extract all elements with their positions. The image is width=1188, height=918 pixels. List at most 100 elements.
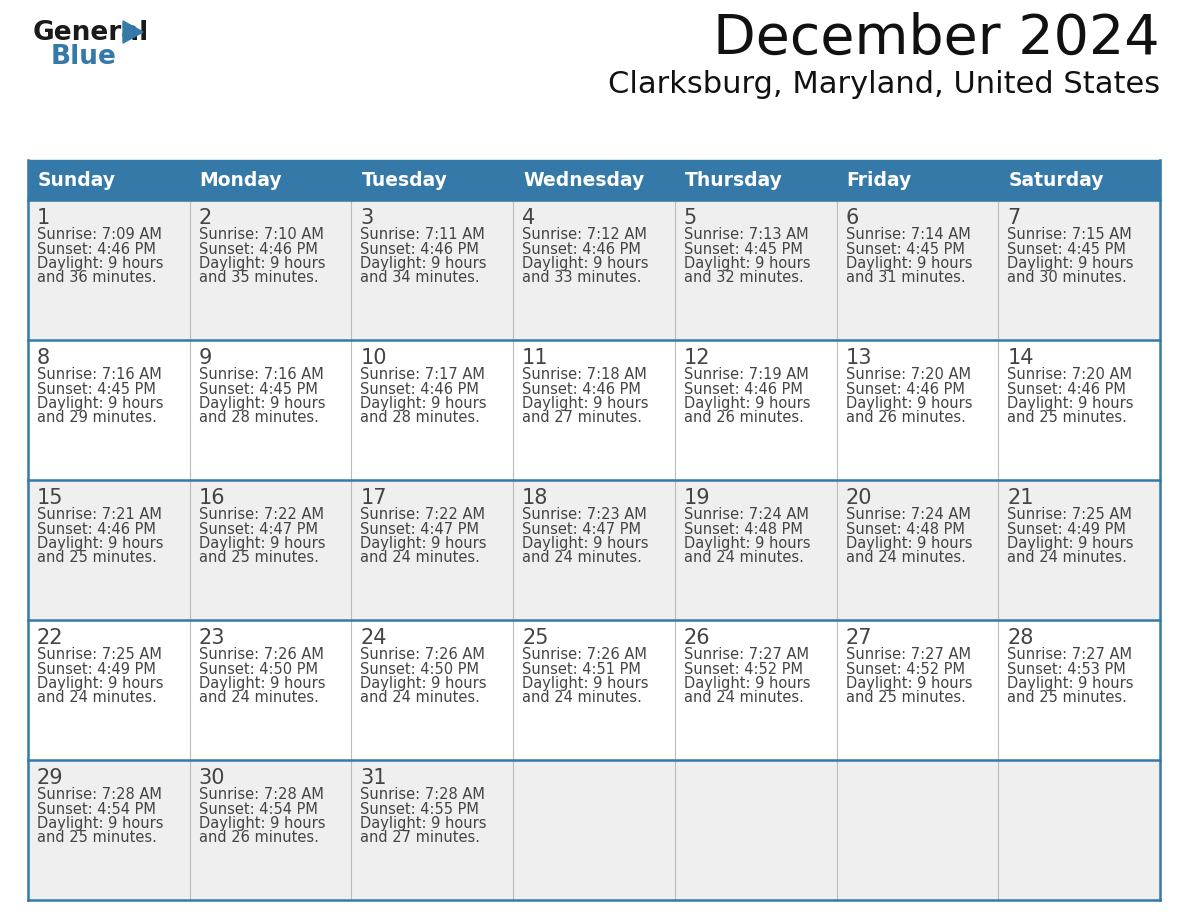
Text: Sunset: 4:50 PM: Sunset: 4:50 PM bbox=[360, 662, 480, 677]
Text: Daylight: 9 hours: Daylight: 9 hours bbox=[523, 676, 649, 691]
Text: Sunrise: 7:17 AM: Sunrise: 7:17 AM bbox=[360, 367, 486, 382]
Text: and 28 minutes.: and 28 minutes. bbox=[360, 410, 480, 426]
Text: Sunrise: 7:16 AM: Sunrise: 7:16 AM bbox=[37, 367, 162, 382]
Text: Sunset: 4:45 PM: Sunset: 4:45 PM bbox=[846, 241, 965, 256]
Text: and 25 minutes.: and 25 minutes. bbox=[1007, 690, 1127, 706]
Text: Sunset: 4:46 PM: Sunset: 4:46 PM bbox=[1007, 382, 1126, 397]
Text: Daylight: 9 hours: Daylight: 9 hours bbox=[360, 396, 487, 411]
Text: Daylight: 9 hours: Daylight: 9 hours bbox=[1007, 676, 1133, 691]
Text: Sunset: 4:46 PM: Sunset: 4:46 PM bbox=[198, 241, 317, 256]
Text: Sunrise: 7:09 AM: Sunrise: 7:09 AM bbox=[37, 227, 162, 242]
Text: Sunrise: 7:13 AM: Sunrise: 7:13 AM bbox=[684, 227, 809, 242]
Text: Sunset: 4:54 PM: Sunset: 4:54 PM bbox=[37, 801, 156, 816]
Text: Sunset: 4:46 PM: Sunset: 4:46 PM bbox=[37, 521, 156, 536]
Text: Sunset: 4:46 PM: Sunset: 4:46 PM bbox=[523, 241, 642, 256]
Text: and 26 minutes.: and 26 minutes. bbox=[846, 410, 966, 426]
Text: Daylight: 9 hours: Daylight: 9 hours bbox=[37, 396, 164, 411]
Text: Sunset: 4:52 PM: Sunset: 4:52 PM bbox=[684, 662, 803, 677]
Text: Sunset: 4:47 PM: Sunset: 4:47 PM bbox=[198, 521, 317, 536]
Text: Daylight: 9 hours: Daylight: 9 hours bbox=[523, 256, 649, 271]
Text: Sunrise: 7:26 AM: Sunrise: 7:26 AM bbox=[523, 647, 647, 662]
Text: Sunrise: 7:15 AM: Sunrise: 7:15 AM bbox=[1007, 227, 1132, 242]
Text: and 25 minutes.: and 25 minutes. bbox=[198, 551, 318, 565]
Text: Sunrise: 7:25 AM: Sunrise: 7:25 AM bbox=[37, 647, 162, 662]
Text: Sunrise: 7:16 AM: Sunrise: 7:16 AM bbox=[198, 367, 323, 382]
Text: Daylight: 9 hours: Daylight: 9 hours bbox=[360, 536, 487, 551]
Text: and 26 minutes.: and 26 minutes. bbox=[198, 831, 318, 845]
Text: 29: 29 bbox=[37, 768, 64, 788]
Text: and 24 minutes.: and 24 minutes. bbox=[846, 551, 966, 565]
Text: and 25 minutes.: and 25 minutes. bbox=[1007, 410, 1127, 426]
Text: 28: 28 bbox=[1007, 628, 1034, 648]
Text: Sunrise: 7:27 AM: Sunrise: 7:27 AM bbox=[684, 647, 809, 662]
Text: 2: 2 bbox=[198, 208, 211, 228]
Text: 23: 23 bbox=[198, 628, 226, 648]
Text: and 24 minutes.: and 24 minutes. bbox=[360, 551, 480, 565]
Text: 1: 1 bbox=[37, 208, 50, 228]
Text: Sunrise: 7:25 AM: Sunrise: 7:25 AM bbox=[1007, 507, 1132, 522]
Text: Wednesday: Wednesday bbox=[523, 171, 644, 189]
Text: and 24 minutes.: and 24 minutes. bbox=[523, 551, 642, 565]
Text: 27: 27 bbox=[846, 628, 872, 648]
Text: and 33 minutes.: and 33 minutes. bbox=[523, 271, 642, 285]
Text: and 34 minutes.: and 34 minutes. bbox=[360, 271, 480, 285]
Text: Sunset: 4:54 PM: Sunset: 4:54 PM bbox=[198, 801, 317, 816]
Text: 12: 12 bbox=[684, 348, 710, 368]
Text: Daylight: 9 hours: Daylight: 9 hours bbox=[846, 396, 972, 411]
Text: and 24 minutes.: and 24 minutes. bbox=[684, 690, 804, 706]
Text: 17: 17 bbox=[360, 488, 387, 508]
Text: Sunset: 4:50 PM: Sunset: 4:50 PM bbox=[198, 662, 317, 677]
Text: 22: 22 bbox=[37, 628, 63, 648]
Text: Daylight: 9 hours: Daylight: 9 hours bbox=[37, 256, 164, 271]
Text: and 24 minutes.: and 24 minutes. bbox=[1007, 551, 1127, 565]
Text: Sunset: 4:47 PM: Sunset: 4:47 PM bbox=[360, 521, 480, 536]
Text: Sunset: 4:46 PM: Sunset: 4:46 PM bbox=[37, 241, 156, 256]
Text: Sunrise: 7:19 AM: Sunrise: 7:19 AM bbox=[684, 367, 809, 382]
Bar bbox=[29, 620, 1159, 760]
Bar bbox=[29, 340, 1159, 480]
Text: Daylight: 9 hours: Daylight: 9 hours bbox=[198, 256, 326, 271]
Text: Daylight: 9 hours: Daylight: 9 hours bbox=[684, 676, 810, 691]
Text: Sunset: 4:52 PM: Sunset: 4:52 PM bbox=[846, 662, 965, 677]
Text: 21: 21 bbox=[1007, 488, 1034, 508]
Text: 6: 6 bbox=[846, 208, 859, 228]
Text: Daylight: 9 hours: Daylight: 9 hours bbox=[1007, 256, 1133, 271]
Text: Daylight: 9 hours: Daylight: 9 hours bbox=[684, 396, 810, 411]
Text: and 30 minutes.: and 30 minutes. bbox=[1007, 271, 1127, 285]
Text: and 24 minutes.: and 24 minutes. bbox=[37, 690, 157, 706]
Text: Daylight: 9 hours: Daylight: 9 hours bbox=[684, 536, 810, 551]
Text: Sunrise: 7:20 AM: Sunrise: 7:20 AM bbox=[846, 367, 971, 382]
Text: Sunrise: 7:27 AM: Sunrise: 7:27 AM bbox=[846, 647, 971, 662]
Text: December 2024: December 2024 bbox=[713, 12, 1159, 66]
Text: Sunset: 4:48 PM: Sunset: 4:48 PM bbox=[846, 521, 965, 536]
Text: Sunset: 4:47 PM: Sunset: 4:47 PM bbox=[523, 521, 642, 536]
Text: 30: 30 bbox=[198, 768, 226, 788]
Text: Sunset: 4:49 PM: Sunset: 4:49 PM bbox=[37, 662, 156, 677]
Text: 31: 31 bbox=[360, 768, 387, 788]
Text: Sunrise: 7:28 AM: Sunrise: 7:28 AM bbox=[198, 787, 323, 802]
Text: Sunrise: 7:11 AM: Sunrise: 7:11 AM bbox=[360, 227, 485, 242]
Text: and 24 minutes.: and 24 minutes. bbox=[198, 690, 318, 706]
Text: Sunrise: 7:26 AM: Sunrise: 7:26 AM bbox=[360, 647, 486, 662]
Text: 15: 15 bbox=[37, 488, 63, 508]
Text: Sunrise: 7:18 AM: Sunrise: 7:18 AM bbox=[523, 367, 647, 382]
Text: Sunset: 4:45 PM: Sunset: 4:45 PM bbox=[1007, 241, 1126, 256]
Text: Daylight: 9 hours: Daylight: 9 hours bbox=[198, 396, 326, 411]
Bar bbox=[29, 480, 1159, 620]
Text: Sunrise: 7:27 AM: Sunrise: 7:27 AM bbox=[1007, 647, 1132, 662]
Text: Sunrise: 7:26 AM: Sunrise: 7:26 AM bbox=[198, 647, 323, 662]
Text: Saturday: Saturday bbox=[1009, 171, 1104, 189]
Text: Tuesday: Tuesday bbox=[361, 171, 448, 189]
Text: 26: 26 bbox=[684, 628, 710, 648]
Text: Sunrise: 7:24 AM: Sunrise: 7:24 AM bbox=[846, 507, 971, 522]
Text: and 32 minutes.: and 32 minutes. bbox=[684, 271, 803, 285]
Text: Sunrise: 7:28 AM: Sunrise: 7:28 AM bbox=[37, 787, 162, 802]
Text: and 29 minutes.: and 29 minutes. bbox=[37, 410, 157, 426]
Text: Sunday: Sunday bbox=[38, 171, 116, 189]
Text: Sunrise: 7:28 AM: Sunrise: 7:28 AM bbox=[360, 787, 486, 802]
Text: Friday: Friday bbox=[847, 171, 912, 189]
Text: General: General bbox=[33, 20, 150, 46]
Text: and 25 minutes.: and 25 minutes. bbox=[37, 551, 157, 565]
Text: and 24 minutes.: and 24 minutes. bbox=[523, 690, 642, 706]
Text: 11: 11 bbox=[523, 348, 549, 368]
